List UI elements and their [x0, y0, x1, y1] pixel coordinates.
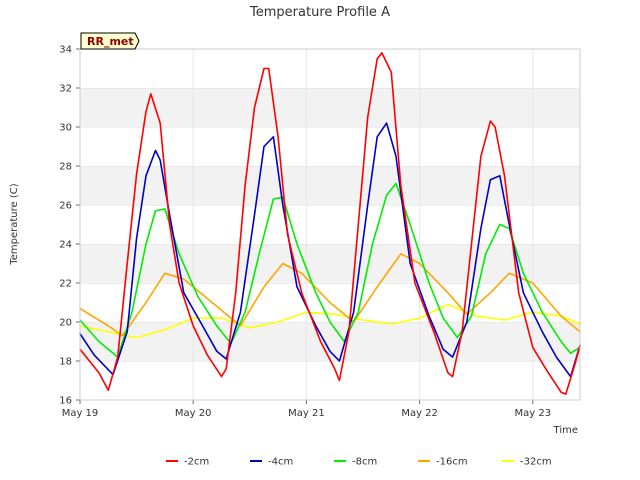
badge-label: RR_met: [87, 35, 134, 48]
x-tick-label: May 23: [515, 408, 552, 419]
legend: -2cm -4cm -8cm -16cm -32cm: [166, 457, 552, 468]
x-tick-label: May 19: [62, 408, 99, 419]
series-line-8cm: [79, 182, 581, 358]
y-tick-label: 28: [59, 162, 72, 173]
series-lines: [79, 52, 581, 395]
plot-border: [79, 48, 581, 401]
y-tick-label: 30: [59, 123, 72, 134]
y-tick-label: 18: [59, 357, 72, 368]
grid-band: [80, 49, 580, 88]
series-line-4cm: [79, 122, 581, 378]
y-tick-label: 26: [59, 201, 72, 212]
y-tick-label: 34: [59, 45, 72, 56]
grid-band: [80, 322, 580, 361]
x-tick-label: May 22: [401, 408, 438, 419]
y-tick-label: 24: [59, 240, 72, 251]
rr-met-badge: RR_met: [80, 32, 140, 50]
x-tick-label: May 21: [288, 408, 325, 419]
legend-label: -32cm: [520, 457, 552, 468]
series-line-16cm: [79, 253, 581, 337]
grid-band: [80, 127, 580, 166]
legend-label: -2cm: [184, 457, 209, 468]
legend-label: -8cm: [352, 457, 377, 468]
grid-band: [80, 88, 580, 127]
grid-band: [80, 361, 580, 400]
legend-label: -4cm: [268, 457, 293, 468]
y-ticks: 16 18 20 22 24 26 28 30 32 34: [59, 45, 80, 407]
y-tick-label: 20: [59, 318, 72, 329]
y-tick-label: 22: [59, 279, 72, 290]
y-tick-label: 16: [59, 396, 72, 407]
x-ticks: May 19 May 20 May 21 May 22 May 23: [62, 400, 551, 419]
badge-shape: [80, 32, 140, 50]
grid-band: [80, 166, 580, 205]
series-line-2cm: [79, 52, 581, 395]
x-tick-label: May 20: [175, 408, 212, 419]
grid-band: [80, 205, 580, 244]
series-line-32cm: [79, 303, 581, 339]
chart-title: Temperature Profile A: [249, 5, 390, 20]
x-axis-label: Time: [553, 425, 578, 436]
legend-label: -16cm: [436, 457, 468, 468]
y-tick-label: 32: [59, 84, 72, 95]
grid-bands: [80, 48, 580, 400]
y-axis-label: Temperature (C): [9, 183, 20, 265]
